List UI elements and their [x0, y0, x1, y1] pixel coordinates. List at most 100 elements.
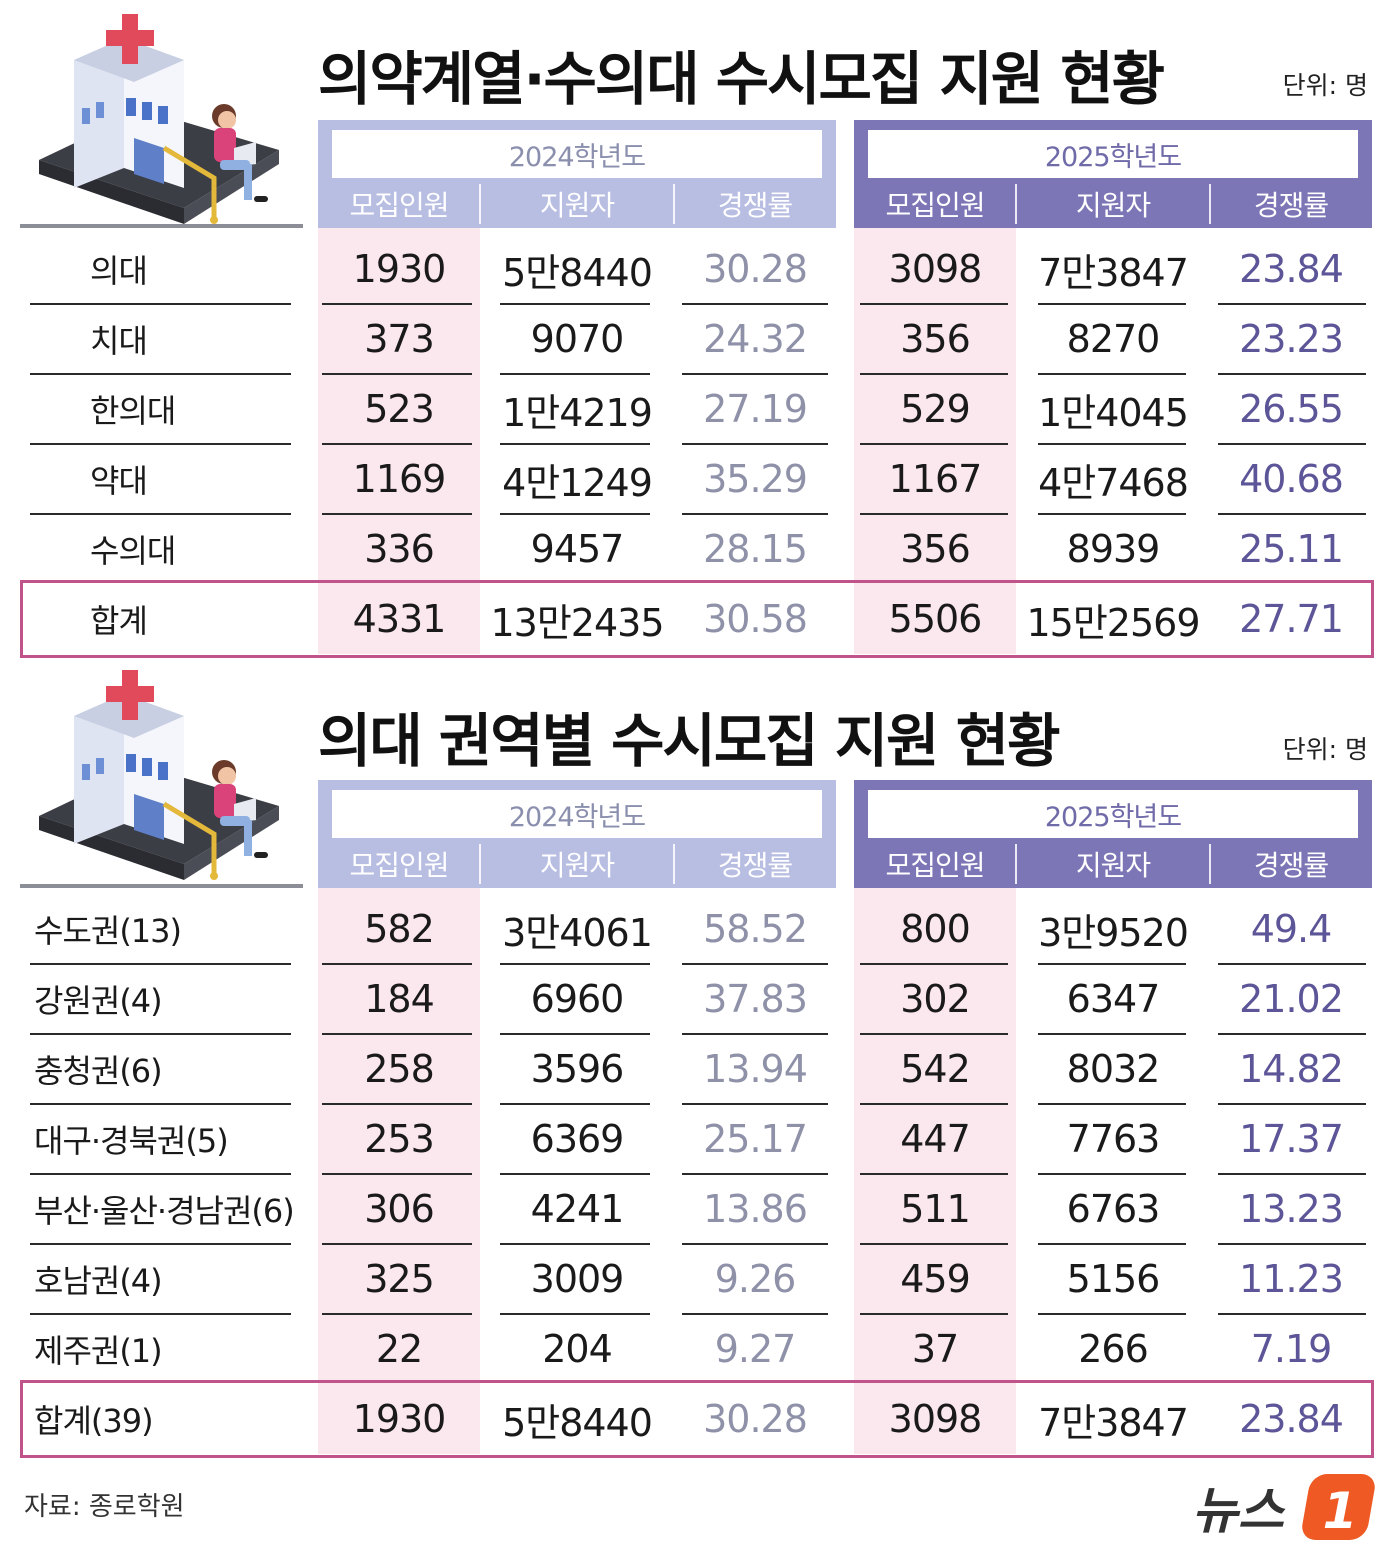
column-header-y2024-1: 지원자: [539, 849, 615, 882]
count-cell: 447: [900, 1117, 971, 1161]
rate-cell: 9.27: [714, 1327, 797, 1371]
applicants-cell: 7763: [1066, 1117, 1161, 1161]
rate-cell: 37.83: [703, 977, 808, 1021]
count-cell: 3098: [888, 1397, 983, 1441]
applicants-cell: 4만7468: [1038, 460, 1189, 505]
row-divider: [1038, 963, 1186, 965]
row-divider: [682, 963, 828, 965]
column-separator: [673, 844, 675, 884]
rate-cell: 11.23: [1239, 1257, 1344, 1301]
rate-cell: 23.23: [1239, 317, 1344, 361]
row-divider: [30, 1103, 291, 1105]
count-cell: 1930: [352, 1397, 447, 1441]
column-separator: [1015, 844, 1017, 884]
row-divider: [1218, 1103, 1366, 1105]
applicants-cell: 9070: [530, 317, 625, 361]
row-divider: [322, 963, 472, 965]
applicants-cell: 6369: [530, 1117, 625, 1161]
row-divider: [30, 513, 291, 515]
count-cell: 184: [364, 977, 435, 1021]
applicants-cell: 1만4219: [502, 390, 653, 435]
count-cell: 302: [900, 977, 971, 1021]
applicants-cell: 4241: [530, 1187, 625, 1231]
row-label: 강원권(4): [34, 982, 163, 1020]
count-cell: 5506: [888, 597, 983, 641]
rate-cell: 9.26: [714, 1257, 797, 1301]
row-divider: [1218, 443, 1366, 445]
row-divider: [500, 1103, 650, 1105]
count-cell: 253: [364, 1117, 435, 1161]
row-divider: [322, 443, 472, 445]
rate-cell: 24.32: [703, 317, 808, 361]
row-divider: [1038, 1173, 1186, 1175]
rate-cell: 23.84: [1239, 247, 1344, 291]
row-divider: [860, 1243, 1008, 1245]
row-divider: [682, 1243, 828, 1245]
row-divider: [322, 303, 472, 305]
count-cell: 336: [364, 527, 435, 571]
rate-cell: 17.37: [1239, 1117, 1344, 1161]
row-divider: [1038, 513, 1186, 515]
row-divider: [500, 513, 650, 515]
count-cell: 800: [900, 907, 971, 951]
row-label: 의대: [90, 252, 148, 290]
row-divider: [30, 1313, 291, 1315]
row-divider: [500, 963, 650, 965]
row-label: 치대: [90, 322, 148, 360]
rate-cell: 23.84: [1239, 1397, 1344, 1441]
illustration-base-line: [20, 884, 303, 888]
row-divider: [860, 1103, 1008, 1105]
applicants-cell: 266: [1078, 1327, 1149, 1371]
rate-cell: 25.11: [1239, 527, 1344, 571]
row-label: 제주권(1): [34, 1332, 163, 1370]
row-divider: [500, 303, 650, 305]
row-divider: [682, 443, 828, 445]
row-divider: [322, 373, 472, 375]
rate-cell: 13.86: [703, 1187, 808, 1231]
column-header-y2025-1: 지원자: [1075, 189, 1151, 222]
applicants-cell: 6347: [1066, 977, 1161, 1021]
rate-cell: 30.28: [703, 247, 808, 291]
applicants-cell: 8032: [1066, 1047, 1161, 1091]
applicants-cell: 13만2435: [490, 600, 664, 645]
count-column-bg-y2025: [854, 228, 1016, 654]
row-divider: [1218, 1313, 1366, 1315]
row-divider: [30, 303, 291, 305]
count-column-bg-y2025: [854, 888, 1016, 1454]
row-divider: [860, 443, 1008, 445]
total-label: 합계(39): [34, 1402, 154, 1440]
count-cell: 459: [900, 1257, 971, 1301]
rate-cell: 21.02: [1239, 977, 1344, 1021]
rate-cell: 40.68: [1239, 457, 1344, 501]
row-divider: [682, 373, 828, 375]
year-label-y2025: 2025학년도: [868, 130, 1358, 178]
applicants-cell: 3만9520: [1038, 910, 1189, 955]
count-cell: 356: [900, 317, 971, 361]
count-cell: 1167: [888, 457, 983, 501]
count-cell: 1169: [352, 457, 447, 501]
row-divider: [1218, 1243, 1366, 1245]
rate-cell: 27.71: [1239, 597, 1344, 641]
row-divider: [682, 1313, 828, 1315]
row-divider: [322, 1103, 472, 1105]
count-cell: 356: [900, 527, 971, 571]
applicants-cell: 3596: [530, 1047, 625, 1091]
row-label: 부산·울산·경남권(6): [34, 1192, 295, 1230]
applicants-cell: 3009: [530, 1257, 625, 1301]
row-divider: [682, 303, 828, 305]
count-cell: 258: [364, 1047, 435, 1091]
column-separator: [1209, 844, 1211, 884]
column-header-y2024-0: 모집인원: [349, 189, 449, 222]
rate-cell: 28.15: [703, 527, 808, 571]
row-label: 호남권(4): [34, 1262, 163, 1300]
count-cell: 511: [900, 1187, 971, 1231]
row-divider: [1218, 1173, 1366, 1175]
row-divider: [30, 963, 291, 965]
applicants-cell: 7만3847: [1038, 250, 1189, 295]
row-label: 한의대: [90, 392, 176, 430]
row-divider: [1038, 443, 1186, 445]
row-divider: [1218, 513, 1366, 515]
column-separator: [673, 184, 675, 224]
count-cell: 529: [900, 387, 971, 431]
illustration-base-line: [20, 224, 303, 228]
